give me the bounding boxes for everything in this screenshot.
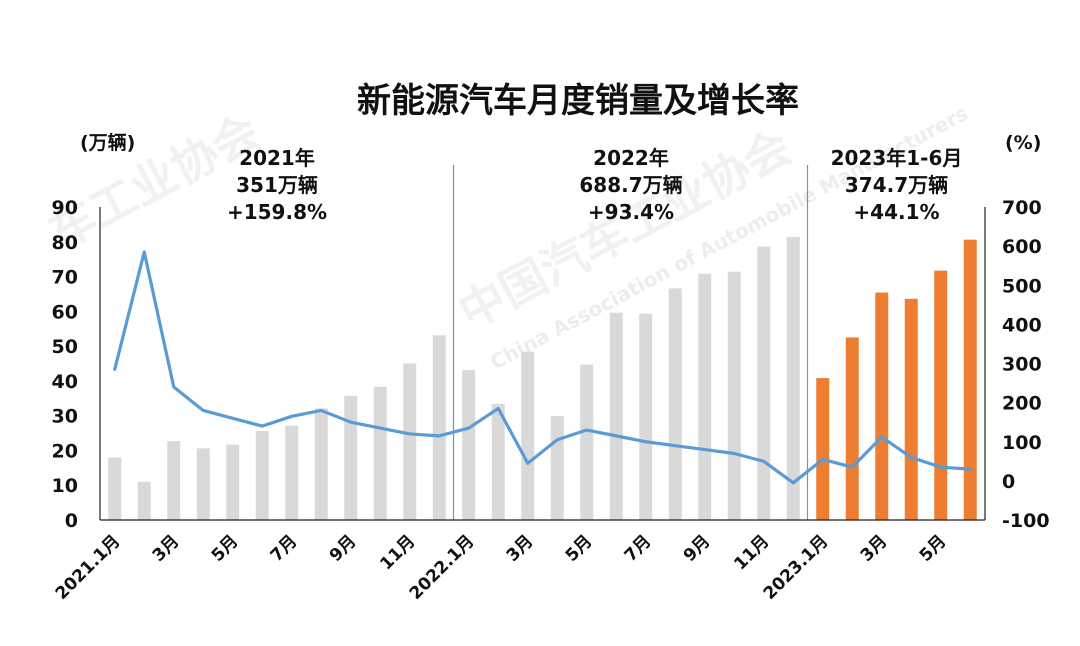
axes <box>99 207 986 521</box>
bar <box>226 444 240 520</box>
x-tick-label: 7月 <box>267 531 302 566</box>
bar <box>934 270 948 520</box>
bar <box>845 337 859 520</box>
left-tick-label: 70 <box>52 267 78 289</box>
right-tick-label: 200 <box>1002 393 1042 415</box>
x-tick-label: 3月 <box>149 531 184 566</box>
annotation-line: +44.1% <box>853 200 939 224</box>
growth-line-series <box>113 250 972 485</box>
left-axis-unit: (万辆) <box>80 131 135 154</box>
bar <box>727 271 741 520</box>
x-tick-label: 2023.1月 <box>760 531 833 604</box>
annotation-line: 374.7万辆 <box>845 173 948 197</box>
bar <box>285 425 299 520</box>
bar <box>904 298 918 520</box>
bar <box>108 457 122 520</box>
x-tick-label: 3月 <box>503 531 538 566</box>
right-tick-label: 100 <box>1002 432 1042 454</box>
bar <box>462 370 476 520</box>
annotation-line: 2021年 <box>239 146 315 170</box>
left-axis-ticks: 0 10 20 30 40 50 60 70 80 90 <box>52 197 78 532</box>
bar <box>167 441 181 520</box>
right-axis-ticks: -100 0 100 200 300 400 500 600 700 <box>1002 197 1050 532</box>
bar <box>137 481 151 520</box>
annotation-line: +93.4% <box>588 200 674 224</box>
x-tick-label: 5月 <box>208 531 243 566</box>
bar <box>373 386 387 520</box>
x-tick-label: 5月 <box>916 531 951 566</box>
right-tick-label: 0 <box>1002 471 1015 493</box>
left-tick-label: 60 <box>52 301 78 323</box>
x-tick-label: 9月 <box>326 531 361 566</box>
left-tick-label: 80 <box>52 232 78 254</box>
bar <box>963 239 977 521</box>
right-tick-label: -100 <box>1002 510 1050 532</box>
period-dividers <box>452 165 809 520</box>
right-tick-label: 600 <box>1002 236 1042 258</box>
left-tick-label: 30 <box>52 406 78 428</box>
growth-line <box>113 250 972 485</box>
left-tick-label: 50 <box>52 336 78 358</box>
bar <box>344 395 358 520</box>
bar <box>786 236 800 521</box>
x-tick-label: 3月 <box>857 531 892 566</box>
x-tick-label: 11月 <box>376 531 419 574</box>
bar <box>432 335 446 520</box>
bar <box>698 273 712 520</box>
right-tick-label: 300 <box>1002 354 1042 376</box>
annotation-line: 688.7万辆 <box>579 173 682 197</box>
left-tick-label: 20 <box>52 440 78 462</box>
bar <box>639 313 653 520</box>
bar <box>255 430 269 520</box>
x-tick-label: 9月 <box>680 531 715 566</box>
bar <box>668 288 682 520</box>
bar <box>580 364 594 520</box>
left-tick-label: 10 <box>52 475 78 497</box>
bar <box>196 448 210 520</box>
left-tick-label: 0 <box>65 510 78 532</box>
right-tick-label: 700 <box>1002 197 1042 219</box>
right-tick-label: 500 <box>1002 275 1042 297</box>
bar <box>403 363 417 520</box>
bar <box>491 403 505 520</box>
right-tick-label: 400 <box>1002 314 1042 336</box>
bar-series <box>108 236 977 521</box>
x-tick-label: 2021.1月 <box>52 531 125 604</box>
x-tick-label: 2022.1月 <box>406 531 479 604</box>
x-tick-label: 5月 <box>562 531 597 566</box>
x-tick-label: 11月 <box>730 531 773 574</box>
annotation-line: +159.8% <box>227 200 327 224</box>
x-tick-label: 7月 <box>621 531 656 566</box>
left-tick-label: 40 <box>52 371 78 393</box>
right-axis-unit: (%) <box>1005 132 1041 154</box>
bar <box>757 246 771 520</box>
annotation-line: 2022年 <box>593 146 669 170</box>
bar <box>609 312 623 520</box>
watermark: 车工业协会 中国汽车工业协会 China Association of Auto… <box>40 101 972 375</box>
bar <box>314 408 328 520</box>
bar <box>521 351 535 520</box>
bar <box>816 378 830 520</box>
chart-title: 新能源汽车月度销量及增长率 <box>357 81 799 121</box>
bar <box>550 416 564 520</box>
left-tick-label: 90 <box>52 197 78 219</box>
period-annotations: 2021年 351万辆 +159.8% 2022年 688.7万辆 +93.4% 2023年… <box>227 146 962 224</box>
bar <box>875 292 889 520</box>
annotation-line: 351万辆 <box>236 173 318 197</box>
annotation-line: 2023年1-6月 <box>831 146 963 170</box>
